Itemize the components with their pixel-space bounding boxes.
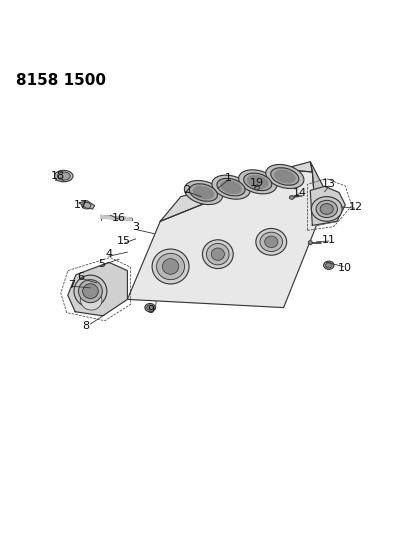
Ellipse shape [221,181,241,193]
Polygon shape [310,187,345,225]
Text: 18: 18 [51,171,65,181]
Ellipse shape [217,179,245,196]
Ellipse shape [81,290,102,310]
Ellipse shape [211,248,224,260]
Text: 17: 17 [74,200,88,210]
Polygon shape [310,161,337,225]
Ellipse shape [82,203,91,209]
Text: 6: 6 [77,272,84,282]
Text: 12: 12 [349,202,363,212]
Ellipse shape [324,261,334,269]
Ellipse shape [185,181,222,205]
Ellipse shape [145,303,155,312]
Ellipse shape [83,284,98,298]
Ellipse shape [79,280,102,303]
Ellipse shape [266,165,304,189]
Text: 8158 1500: 8158 1500 [16,74,106,88]
Ellipse shape [147,305,153,310]
Text: 1: 1 [224,173,232,183]
Ellipse shape [206,244,229,265]
Text: 13: 13 [322,179,336,189]
Ellipse shape [320,204,333,214]
Polygon shape [127,170,316,308]
Ellipse shape [247,175,268,188]
Ellipse shape [54,171,73,182]
Ellipse shape [311,197,342,221]
Ellipse shape [265,236,278,248]
Ellipse shape [57,172,70,180]
Ellipse shape [326,263,332,268]
Ellipse shape [193,186,214,199]
Ellipse shape [157,253,185,280]
Ellipse shape [316,200,337,217]
Text: 3: 3 [132,222,139,232]
Ellipse shape [308,240,312,245]
Ellipse shape [275,170,295,183]
Polygon shape [79,201,95,209]
Ellipse shape [289,196,294,199]
Ellipse shape [244,173,272,191]
Ellipse shape [203,240,233,269]
Ellipse shape [256,229,287,255]
Text: 11: 11 [322,235,336,245]
Text: 2: 2 [183,185,191,196]
Text: 16: 16 [112,213,126,223]
Ellipse shape [271,168,299,185]
Text: 5: 5 [98,259,106,269]
Ellipse shape [239,170,277,194]
Ellipse shape [189,184,217,201]
Text: 4: 4 [105,249,113,259]
Text: 7: 7 [68,280,76,290]
Ellipse shape [260,232,283,252]
Polygon shape [160,161,312,221]
Ellipse shape [152,249,189,284]
Text: 10: 10 [338,263,352,273]
Text: 15: 15 [117,236,131,246]
Text: 19: 19 [250,178,264,188]
Ellipse shape [74,275,107,307]
Ellipse shape [162,259,179,274]
Polygon shape [101,215,132,221]
Polygon shape [68,262,127,316]
Text: 9: 9 [148,305,155,316]
Text: 8: 8 [83,321,90,331]
Ellipse shape [212,175,250,199]
Ellipse shape [254,186,260,190]
Text: 14: 14 [293,188,307,198]
